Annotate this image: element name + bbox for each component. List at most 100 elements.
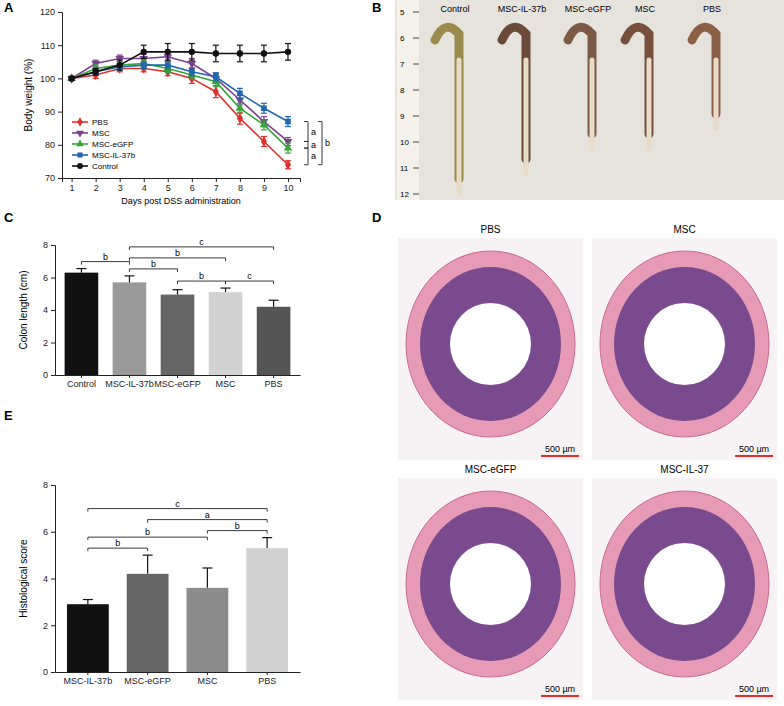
error-cap [141,45,147,46]
point [165,62,171,68]
tick-mark [51,532,55,533]
legend-item: Control [72,162,118,171]
plot-area [67,44,292,170]
significance-label: c [247,271,252,281]
error-cap [261,61,267,62]
tick-label: 6 [43,273,48,283]
legend-label: MSC-eGFP [92,140,133,149]
error-bar [225,288,226,292]
axis-line [51,246,56,376]
significance-bracket [129,247,273,250]
error-cap [165,69,171,70]
tick-mark [51,579,55,580]
tick-mark [58,178,62,179]
tick: 4 [142,178,147,193]
tick-label: 8 [238,183,243,193]
legend-item: MSC-IL-37b [72,151,136,160]
legend-marker [77,152,82,157]
bar [65,273,99,375]
series-line [72,63,288,148]
error-cap [141,58,147,59]
panel-label: E [4,408,13,423]
tick-mark [288,178,289,182]
tissue-wall [600,491,769,677]
panel-label: B [372,0,381,15]
error-bar [177,290,178,295]
figure: A12345678910708090100110120Days post DSS… [0,0,784,706]
error-cap [221,287,231,288]
point [189,49,195,55]
image-title: PBS [480,224,500,235]
scale-bar [541,455,579,457]
bar [246,548,288,672]
error-cap [237,98,243,99]
tick-mark [216,178,217,182]
photo-background [395,0,784,200]
point [285,49,291,55]
ruler-label: 12 [400,190,409,199]
significance-bracket [148,520,268,523]
point [188,61,197,68]
plot-area [65,269,291,375]
tick: 8 [238,178,243,193]
tick-mark [51,485,55,486]
significance-bracket [88,509,267,512]
error-cap [261,103,267,104]
y-axis-title: Colon length (cm) [18,271,29,350]
tick-mark [51,310,55,311]
error-bar [81,269,82,273]
point [236,103,245,110]
error-cap [285,43,291,44]
error-cap [93,60,99,61]
error-cap [213,86,219,87]
image-background [398,478,583,700]
tick: 2 [94,178,99,193]
tick: 90 [45,107,62,117]
tissue-mucosa [420,267,561,421]
tick-mark [273,375,274,378]
tick-mark [147,672,148,675]
ruler-label: 9 [400,112,405,121]
error-cap [213,72,219,73]
significance-label: c [199,237,204,247]
ruler-tick [413,64,419,65]
error-bar [267,538,268,549]
error-cap [117,55,123,56]
tick-label: 4 [142,183,147,193]
point [213,50,219,56]
series-line [72,52,288,79]
tissue-lumen [450,303,531,385]
point [213,74,219,80]
significance-bracket [178,281,226,284]
point [92,69,98,75]
colon-distal [590,60,595,148]
point [117,62,123,68]
error-cap [117,69,123,70]
error-cap [213,80,219,81]
error-cap [213,45,219,46]
significance-label: c [175,499,180,509]
tick-label: MSC [197,676,218,686]
tick-mark [168,178,169,182]
ruler-label: 7 [400,60,405,69]
significance-bracket [129,258,225,261]
error-bar [207,568,208,588]
significance-label: b [199,271,204,281]
image-background [592,478,777,700]
tick: MSC-eGFP [154,375,201,389]
error-cap [285,137,291,138]
scale-bar-label: 500 µm [545,444,575,454]
error-bar [129,276,130,283]
error-bar [87,600,88,605]
y-axis: 02468 [43,480,56,677]
legend-label: MSC-IL-37b [92,151,136,160]
tick-label: 2 [94,183,99,193]
tick-label: 5 [166,183,171,193]
tick-label: MSC-eGFP [124,676,171,686]
tick-mark [51,625,55,626]
tick: MSC [216,375,237,389]
scale-bar [735,695,773,697]
significance-bracket [318,122,322,165]
tick: 110 [41,41,62,51]
tick: MSC [197,672,218,686]
